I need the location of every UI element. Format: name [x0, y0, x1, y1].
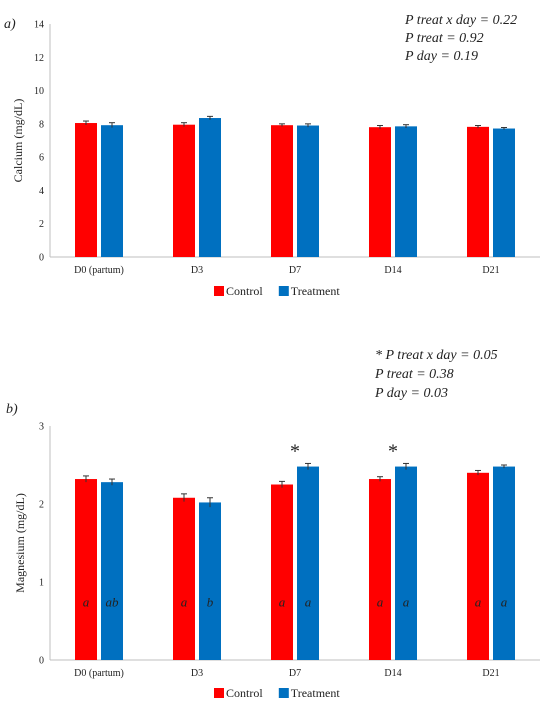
legend-swatch [214, 286, 224, 296]
y-tick-label: 4 [39, 186, 44, 197]
x-tick-label: D3 [191, 668, 203, 679]
bar-treatment [493, 466, 515, 660]
bar-treatment [199, 118, 221, 258]
y-axis-title: Calcium (mg/dL) [11, 99, 25, 183]
significance-letter: a [181, 595, 188, 610]
bar-control [467, 126, 489, 257]
legend-swatch [278, 286, 289, 296]
x-tick-label: D3 [191, 265, 203, 276]
x-tick-label: D14 [384, 668, 401, 679]
legend-label: Treatment [291, 284, 341, 298]
x-tick-label: D21 [482, 668, 499, 679]
significance-asterisk: * [290, 440, 300, 462]
y-axis-title: Magnesium (mg/dL) [13, 493, 27, 593]
significance-letter: b [207, 595, 214, 610]
x-tick-label: D7 [289, 668, 301, 679]
y-tick-label: 2 [39, 500, 44, 511]
legend: Control Treatment [214, 686, 340, 700]
significance-letter: ab [106, 595, 120, 610]
significance-letter: a [501, 595, 508, 610]
significance-letter: a [377, 595, 384, 610]
x-tick-label: D0 (partum) [74, 668, 124, 679]
significance-asterisk: * [388, 440, 398, 462]
bar-treatment [297, 125, 319, 258]
bar-treatment [493, 128, 515, 257]
bar-control [173, 497, 195, 660]
chart-panel-2: 0 1 2 3 D0 (partum) D3 D7 D14 D21 a a a a a ab b a a a * * Ma… [6, 348, 540, 700]
bar-control [75, 123, 97, 258]
significance-letter: a [475, 595, 482, 610]
x-tick-label: D0 (partum) [74, 265, 124, 276]
p-value-annotation: P treat = 0.92 [404, 31, 484, 46]
significance-letter: a [279, 595, 286, 610]
y-tick-label: 8 [39, 119, 44, 130]
bar-control [173, 124, 195, 257]
p-value-annotation: P treat x day = 0.22 [404, 13, 517, 28]
y-tick-label: 12 [34, 53, 44, 64]
legend-swatch [214, 688, 224, 698]
significance-letter: a [305, 595, 312, 610]
y-tick-label: 2 [39, 219, 44, 230]
legend: Control Treatment [214, 284, 340, 298]
panel-label: b) [6, 402, 18, 417]
bar-treatment [101, 482, 123, 660]
bar-treatment [101, 125, 123, 257]
panel-label: a) [4, 17, 16, 32]
y-tick-label: 10 [34, 86, 44, 97]
bar-treatment [395, 466, 417, 660]
legend-label: Treatment [291, 686, 341, 700]
p-value-annotation: P treat = 0.38 [374, 367, 454, 382]
bar-control [75, 479, 97, 660]
legend-label: Control [226, 686, 263, 700]
y-tick-label: 3 [39, 422, 44, 433]
chart-panel-1: 0 2 4 6 8 10 12 14 D0 (partum) D3 D7 D14 D21 Calcium … [4, 13, 540, 298]
y-tick-label: 0 [39, 253, 44, 264]
legend-swatch [278, 688, 289, 698]
y-tick-label: 1 [39, 578, 44, 589]
significance-letter: a [403, 595, 410, 610]
bar-control [271, 484, 293, 660]
bar-control [271, 125, 293, 257]
y-tick-label: 0 [39, 656, 44, 667]
bar-treatment [395, 126, 417, 257]
p-value-annotation: P day = 0.03 [374, 386, 448, 401]
bar-control [369, 479, 391, 660]
p-value-annotation: * P treat x day = 0.05 [375, 348, 498, 363]
bar-control [467, 472, 489, 660]
bar-treatment [297, 466, 319, 660]
p-value-annotation: P day = 0.19 [404, 49, 478, 64]
x-tick-label: D7 [289, 265, 301, 276]
y-tick-label: 6 [39, 153, 44, 164]
bar-control [369, 127, 391, 257]
x-tick-label: D21 [482, 265, 499, 276]
bar-treatment [199, 502, 221, 660]
significance-letter: a [83, 595, 90, 610]
y-tick-label: 14 [34, 20, 44, 31]
x-tick-label: D14 [384, 265, 401, 276]
legend-label: Control [226, 284, 263, 298]
